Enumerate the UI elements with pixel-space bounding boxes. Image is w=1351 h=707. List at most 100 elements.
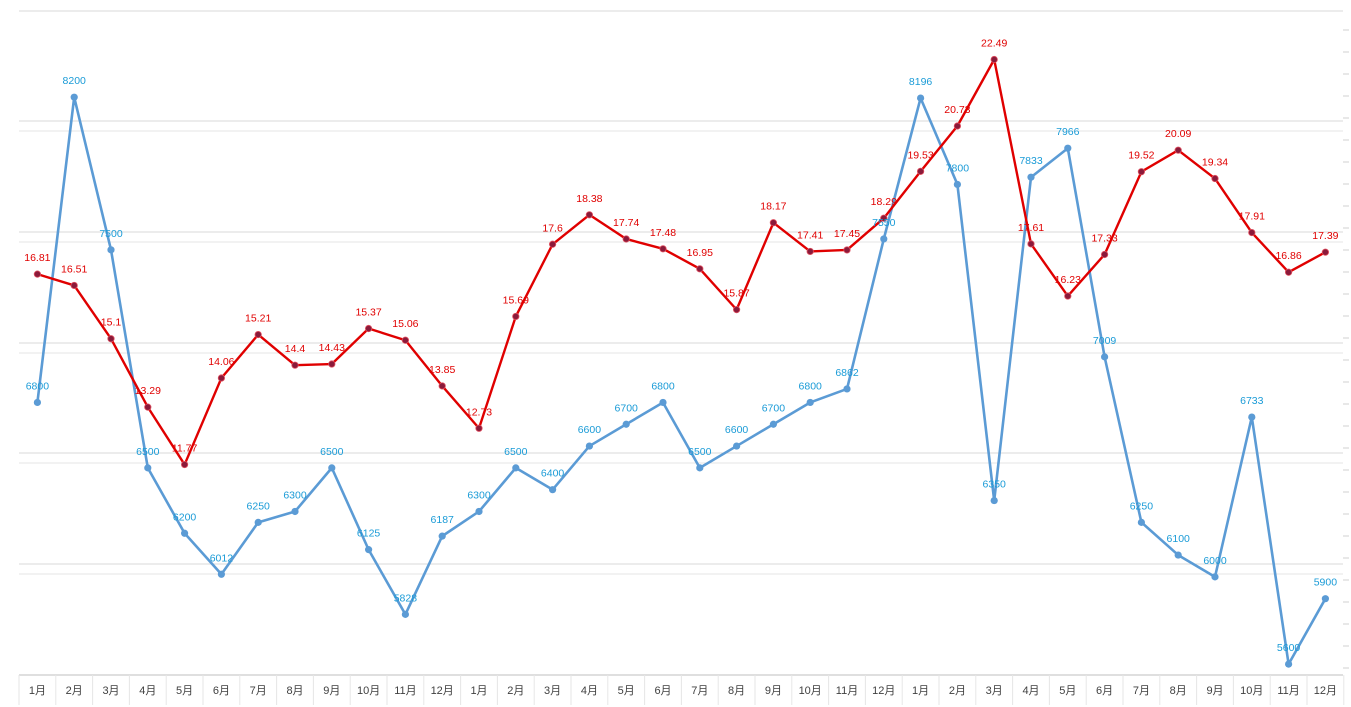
series-red-point bbox=[585, 211, 594, 219]
series-red-point bbox=[1101, 250, 1109, 259]
x-tick-label: 8月 bbox=[1170, 685, 1187, 697]
series-red-point bbox=[1321, 248, 1330, 256]
series-blue-point bbox=[953, 180, 962, 189]
series-red-data-label: 19.34 bbox=[1202, 157, 1228, 169]
series-blue-point bbox=[806, 398, 814, 407]
series-blue-data-label: 6700 bbox=[762, 402, 786, 414]
series-red-point bbox=[732, 306, 741, 314]
series-red-data-label: 19.52 bbox=[1128, 150, 1154, 162]
x-tick-label: 6月 bbox=[654, 685, 671, 697]
series-blue-data-label: 6600 bbox=[578, 424, 602, 436]
x-tick-label: 12月 bbox=[431, 685, 454, 697]
series-blue-point bbox=[990, 496, 998, 505]
series-red-point bbox=[328, 360, 336, 368]
series-red-data-label: 17.33 bbox=[1091, 232, 1117, 244]
series-red-point bbox=[880, 214, 888, 222]
series-blue-point bbox=[217, 570, 225, 578]
series-red-point bbox=[512, 312, 520, 321]
series-red-data-label: 18.38 bbox=[576, 193, 602, 205]
series-blue-data-label: 6700 bbox=[615, 402, 639, 414]
series-blue-point bbox=[70, 93, 78, 101]
series-red-point bbox=[1285, 268, 1293, 276]
series-red-data-label: 17.48 bbox=[650, 227, 676, 239]
series-red-data-label: 15.69 bbox=[503, 294, 529, 306]
series-blue-data-label: 6250 bbox=[247, 500, 271, 512]
x-tick-label: 11月 bbox=[836, 685, 858, 697]
x-tick-label: 2月 bbox=[66, 685, 83, 697]
series-red-point bbox=[475, 424, 483, 432]
series-red-data-label: 20.09 bbox=[1165, 128, 1191, 140]
series-blue-line bbox=[36, 95, 1327, 666]
series-blue-point bbox=[291, 507, 299, 516]
series-red-point bbox=[990, 55, 998, 64]
x-tick-label: 7月 bbox=[691, 685, 708, 697]
series-red-data-label: 19.53 bbox=[907, 149, 933, 161]
series-red-point bbox=[548, 240, 557, 248]
series-blue-data-label: 6600 bbox=[725, 424, 749, 436]
series-blue-point bbox=[733, 442, 741, 450]
series-red-data-label: 17.6 bbox=[542, 222, 563, 234]
series-blue-point bbox=[144, 464, 152, 472]
x-tick-label: 1月 bbox=[29, 685, 46, 697]
series-red-point bbox=[33, 270, 42, 278]
series-red-point bbox=[217, 374, 225, 382]
series-blue-data-label: 6800 bbox=[651, 380, 675, 392]
x-tick-label: 8月 bbox=[728, 685, 745, 697]
x-tick-label: 3月 bbox=[986, 685, 1003, 697]
series-red-data-label: 17.91 bbox=[1239, 211, 1265, 223]
series-red-data-label: 15.21 bbox=[245, 313, 271, 325]
series-red-data-label: 16.86 bbox=[1275, 250, 1301, 262]
series-blue-point bbox=[181, 529, 189, 537]
series-blue-data-label: 7009 bbox=[1093, 335, 1117, 347]
series-blue-data-label: 6300 bbox=[283, 489, 307, 501]
series-red-data-label: 17.45 bbox=[834, 228, 860, 240]
series-red-data-label: 16.95 bbox=[687, 247, 713, 259]
x-tick-label: 5月 bbox=[176, 685, 193, 697]
series-blue-point bbox=[512, 464, 520, 472]
series-red-point bbox=[1174, 146, 1182, 154]
series-blue-data-label: 6250 bbox=[1130, 500, 1154, 512]
x-tick-label: 5月 bbox=[1059, 685, 1076, 697]
series-blue-data-label: 6500 bbox=[504, 446, 528, 458]
series-blue-point bbox=[769, 420, 778, 428]
x-tick-label: 7月 bbox=[250, 685, 267, 697]
x-tick-label: 10月 bbox=[799, 685, 822, 697]
series-blue-point bbox=[1285, 660, 1293, 668]
series-blue-point bbox=[1174, 551, 1182, 559]
series-blue-data-label: 6400 bbox=[541, 468, 565, 480]
series-blue-data-label: 6100 bbox=[1167, 533, 1191, 545]
data-labels: 6800 8200 7500 6500 6200 6012 6250 6300 6500 6125… bbox=[24, 37, 1338, 654]
series-blue-data-label: 6187 bbox=[431, 514, 455, 526]
x-tick-label: 10月 bbox=[1240, 685, 1263, 697]
series-red-data-label: 17.74 bbox=[613, 217, 639, 229]
series-blue-data-label: 6200 bbox=[173, 511, 197, 523]
series-blue-point bbox=[328, 464, 336, 472]
series-blue-data-label: 6862 bbox=[835, 367, 859, 379]
series-blue-data-label: 6000 bbox=[1203, 555, 1227, 567]
series-red-data-label: 15.06 bbox=[392, 318, 418, 330]
series-blue-data-label: 5600 bbox=[1277, 642, 1301, 654]
series-blue-point bbox=[107, 246, 115, 254]
series-blue-point bbox=[622, 420, 630, 428]
series-red-point bbox=[181, 460, 189, 469]
x-tick-label: 4月 bbox=[1022, 685, 1039, 697]
series-blue-point bbox=[1027, 173, 1035, 181]
series-red-data-label: 14.4 bbox=[285, 343, 306, 355]
series-blue-point bbox=[917, 94, 925, 102]
series-red-data-label: 17.41 bbox=[797, 229, 823, 241]
series-blue-data-label: 6350 bbox=[983, 479, 1007, 491]
series-blue-data-label: 6800 bbox=[799, 380, 823, 392]
series-blue-point bbox=[401, 610, 409, 618]
x-tick-label: 1月 bbox=[470, 685, 487, 697]
x-tick-label: 3月 bbox=[544, 685, 561, 697]
series-red-point bbox=[107, 335, 115, 343]
series-blue-point bbox=[1321, 595, 1329, 603]
series-blue-data-label: 7833 bbox=[1019, 155, 1043, 167]
series-red-data-label: 12.73 bbox=[466, 406, 492, 418]
series-blue-data-label: 6012 bbox=[210, 552, 234, 564]
series-blue-point bbox=[1137, 518, 1145, 526]
series-blue-point bbox=[659, 398, 667, 407]
series-red-data-label: 18.29 bbox=[871, 196, 897, 208]
series-red-data-label: 18.17 bbox=[760, 201, 786, 213]
